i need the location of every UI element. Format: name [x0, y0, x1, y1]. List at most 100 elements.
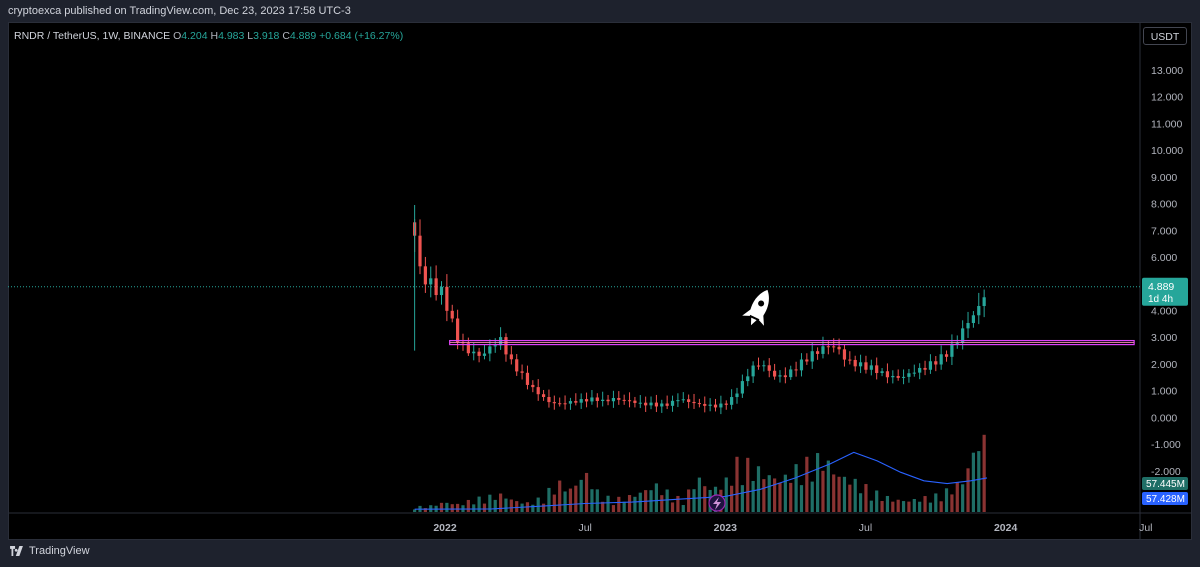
volume-bar	[724, 477, 728, 512]
candle-body	[821, 346, 825, 354]
chart-area[interactable]: 13.000 12.000 11.000 10.000 9.000 8.000 7.000 6…	[8, 22, 1192, 540]
volume-bar	[740, 485, 744, 512]
legend-high-value: 4.983	[218, 30, 245, 42]
candle-body	[724, 403, 728, 405]
volume-bar	[875, 490, 879, 512]
candle-body	[751, 365, 755, 377]
volume-bar	[439, 502, 444, 512]
candle-body	[515, 359, 519, 372]
candle-body	[590, 397, 594, 402]
candle-body	[456, 318, 460, 342]
volume-bar	[928, 502, 933, 512]
footer: TradingView	[8, 545, 90, 557]
volume-bar	[665, 489, 669, 512]
time-tick-label: 2023	[714, 522, 738, 534]
volume-bar	[670, 502, 675, 512]
candle-body	[450, 310, 454, 319]
time-tick-label: 2024	[994, 522, 1018, 534]
last-price-label: 4.889	[1148, 281, 1174, 293]
candle-body	[418, 235, 422, 267]
volume-bar	[971, 452, 976, 512]
candle-body	[660, 403, 664, 407]
volume-bar	[488, 494, 492, 512]
candle-body	[783, 375, 787, 378]
currency-button[interactable]: USDT	[1143, 27, 1187, 45]
price-tick-label: 4.000	[1151, 306, 1177, 318]
legend-close-label: C	[282, 30, 290, 42]
volume-bar	[601, 501, 605, 512]
candle-body	[869, 365, 873, 370]
volume-bar	[789, 482, 793, 512]
volume-bar	[687, 489, 691, 512]
volume-value-label: 57.445M	[1146, 479, 1185, 490]
volume-bar	[472, 504, 476, 512]
candle-body	[617, 397, 621, 400]
volume-bars	[413, 434, 986, 512]
volume-bar	[654, 483, 659, 512]
volume-bar	[891, 501, 895, 512]
candle-body	[536, 387, 540, 395]
price-tick-label: 1.000	[1151, 386, 1177, 398]
volume-bar	[773, 478, 777, 512]
volume-label-1: 57.445M	[1142, 477, 1188, 490]
price-tick-label: 7.000	[1151, 225, 1177, 237]
volume-bar	[633, 496, 637, 512]
volume-bar	[606, 495, 610, 512]
volume-label-bg	[1142, 477, 1188, 490]
candle-body	[445, 286, 449, 311]
candle-body	[928, 361, 933, 370]
candle-body	[654, 402, 659, 407]
time-tick-label: Jul	[578, 522, 591, 534]
legend-close-value: 4.889	[289, 30, 317, 42]
volume-bar	[751, 480, 755, 512]
candle-body	[423, 266, 427, 285]
candle-body	[955, 342, 959, 344]
volume-bar	[826, 460, 830, 512]
footer-brand: TradingView	[29, 545, 90, 557]
candle-body	[837, 346, 841, 350]
candle-body	[934, 361, 938, 365]
candle-body	[880, 371, 884, 374]
candle-body	[939, 354, 943, 365]
time-tick-label: 2022	[433, 522, 457, 534]
volume-bar	[595, 489, 599, 512]
candle-body	[773, 370, 777, 377]
volume-bar	[697, 477, 701, 512]
candle-body	[466, 343, 470, 354]
volume-ma-line	[414, 451, 988, 510]
volume-bar	[934, 493, 938, 512]
candle-body	[520, 371, 524, 373]
volume-label-2: 57.428M	[1142, 492, 1188, 505]
price-tick-label: 3.000	[1151, 332, 1177, 344]
volume-bar	[627, 495, 632, 512]
candle-body	[746, 376, 750, 382]
candle-body	[687, 399, 691, 402]
last-price-badge-bg	[1142, 277, 1188, 306]
candle-body	[498, 337, 503, 346]
chart-svg: 13.000 12.000 11.000 10.000 9.000 8.000 7.000 6…	[8, 22, 1192, 540]
price-tick-label: 10.000	[1151, 145, 1183, 157]
volume-bar	[584, 472, 589, 512]
candle-body	[767, 365, 771, 371]
candle-body	[477, 351, 481, 356]
volume-bar	[482, 503, 487, 512]
volume-bar	[622, 501, 626, 512]
price-tick-label: 9.000	[1151, 172, 1177, 184]
candle-body	[493, 345, 497, 347]
volume-bar	[498, 493, 503, 512]
candle-body	[622, 399, 626, 401]
volume-bar	[778, 482, 782, 512]
candle-body	[971, 315, 976, 324]
volume-bar	[547, 487, 551, 512]
candle-body	[579, 399, 583, 403]
volume-bar	[767, 475, 771, 512]
candle-body	[901, 376, 906, 378]
rocket-window	[758, 300, 765, 307]
volume-bar	[783, 474, 787, 512]
volume-bar	[515, 501, 519, 512]
candle-body	[756, 365, 761, 367]
candle-body	[541, 394, 546, 398]
volume-bar	[907, 501, 911, 512]
volume-bar	[676, 495, 680, 512]
volume-bar	[799, 485, 804, 512]
